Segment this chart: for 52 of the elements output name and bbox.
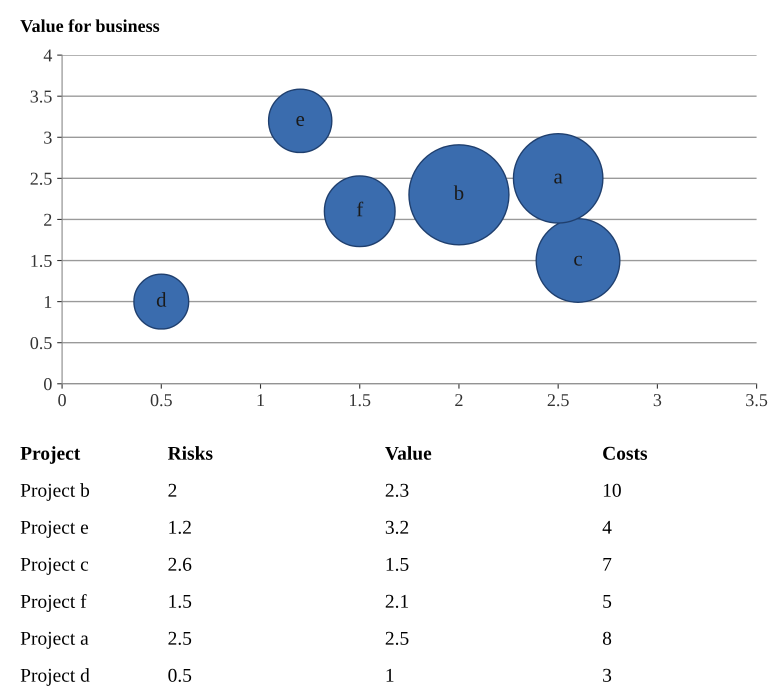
text: 10 <box>604 484 621 497</box>
y-tick-label: 1 <box>44 296 52 308</box>
y-tick-label: 3 <box>44 132 52 144</box>
text: 3 <box>603 668 612 682</box>
text: 3.2 <box>386 520 408 534</box>
text: Project c <box>20 558 88 575</box>
text: Project <box>20 446 80 464</box>
annotation: a <box>554 174 563 184</box>
y-tick-label: 0.5 <box>30 336 52 350</box>
text: Project a <box>20 632 88 649</box>
text: 1.2 <box>169 520 191 534</box>
annotation: c <box>574 256 582 266</box>
annotation: f <box>356 202 364 216</box>
x-tick-label: 0.5 <box>150 394 172 406</box>
annotation: b <box>454 185 464 200</box>
y-tick-label: 1.5 <box>31 254 52 268</box>
text: 4 <box>602 520 612 534</box>
text: 2.3 <box>386 484 408 497</box>
text: 2.6 <box>168 558 192 571</box>
text: Project d <box>20 668 90 686</box>
y-axis-title: Value for business <box>20 19 160 32</box>
annotation: d <box>156 292 166 307</box>
x-tick-label: 1.5 <box>350 394 370 406</box>
text: Project e <box>20 520 88 538</box>
y-tick-label: 3.5 <box>30 90 52 103</box>
text: 1 <box>386 668 394 682</box>
x-tick-label: 2 <box>455 394 462 406</box>
text: 2.5 <box>168 632 192 645</box>
text: 5 <box>603 594 612 608</box>
text: 2 <box>168 484 176 497</box>
text: 7 <box>603 558 612 571</box>
y-tick-label: 0 <box>44 378 52 390</box>
y-tick-label: 2 <box>44 214 52 226</box>
x-tick-label: 2.5 <box>548 394 569 406</box>
x-tick-label: 1 <box>258 394 264 406</box>
text: Value <box>385 446 432 460</box>
y-tick-label: 4 <box>44 50 52 62</box>
text: 8 <box>602 632 612 645</box>
text: 2.1 <box>386 594 408 608</box>
text: Project b <box>20 483 90 501</box>
x-tick-label: 3 <box>654 394 662 406</box>
text: Risks <box>168 446 213 460</box>
y-tick-label: 2.5 <box>30 172 52 185</box>
x-tick-label: 0 <box>58 394 66 406</box>
text: Project f <box>20 594 87 612</box>
text: 1.5 <box>386 558 408 571</box>
annotation: e <box>296 116 304 126</box>
text: Costs <box>603 446 648 460</box>
text: 2.5 <box>386 632 408 645</box>
text: 1.5 <box>169 594 192 608</box>
x-tick-label: 3.5 <box>746 394 768 406</box>
text: 0.5 <box>168 668 192 682</box>
